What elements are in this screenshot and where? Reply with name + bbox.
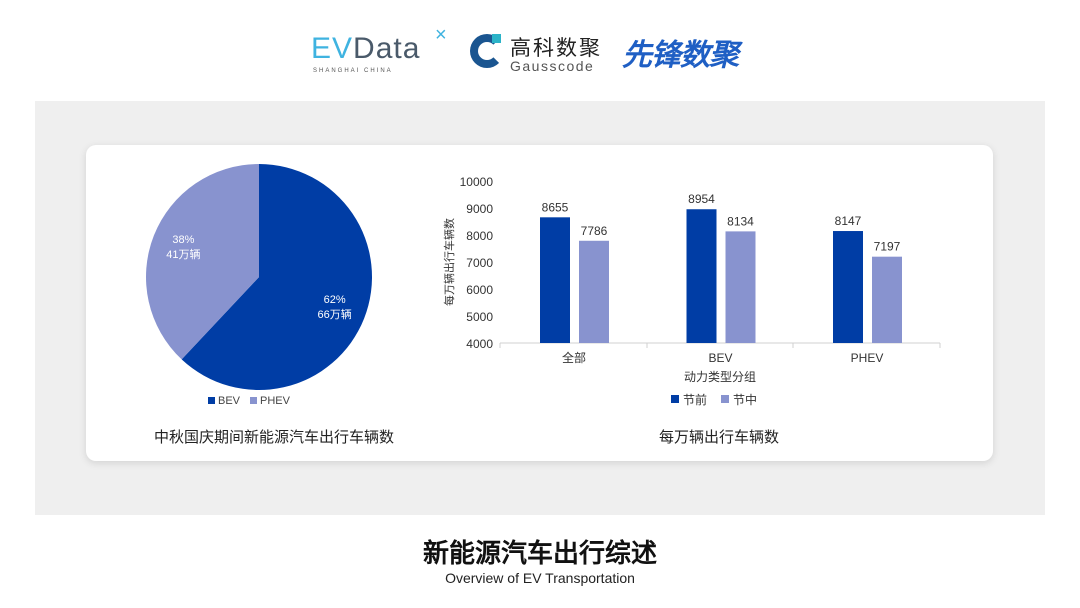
pie-label-percent: 38% [172, 234, 194, 246]
pie-slice-bev [181, 164, 373, 390]
bar-节前 [833, 231, 863, 343]
bar-节中 [725, 231, 756, 343]
pie-label-percent: 62% [324, 294, 346, 306]
legend-label: PHEV [260, 395, 291, 407]
legend-swatch [208, 397, 215, 404]
bar-节前 [686, 209, 717, 343]
bar-data-label: 8655 [542, 200, 569, 214]
y-tick-label: 10000 [460, 175, 494, 189]
legend-label: 节前 [683, 392, 707, 407]
legend-label: 节中 [733, 392, 757, 407]
pie-label-value: 41万辆 [166, 247, 200, 261]
evdata-logo: EVData × SHANGHAI CHINA [311, 24, 448, 74]
legend-swatch [721, 395, 729, 403]
xianfeng-logo: 先锋数聚 [622, 39, 739, 72]
logo-bar: EVData × SHANGHAI CHINA 高科数聚 Gausscode 先锋数聚 [311, 24, 739, 74]
bar-节中 [872, 256, 902, 343]
bar-节中 [579, 240, 609, 343]
pie-slice-phev [146, 164, 259, 360]
page-subtitle: Overview of EV Transportation [445, 570, 635, 586]
x-tick-label: PHEV [851, 351, 884, 365]
bar-data-label: 7197 [874, 240, 901, 254]
x-tick-label: 全部 [562, 350, 586, 365]
pie-chart: 62%66万辆 38%41万辆 BEV PHEV 中秋国庆期间新能源汽车出行车辆数 [146, 164, 394, 446]
y-tick-label: 9000 [466, 202, 493, 216]
legend-label: BEV [218, 395, 241, 407]
y-tick-label: 8000 [466, 229, 493, 243]
legend-swatch [250, 397, 257, 404]
bar-data-label: 8147 [835, 214, 862, 228]
x-tick-label: BEV [708, 351, 732, 365]
bar-title: 每万辆出行车辆数 [659, 429, 779, 446]
y-tick-label: 5000 [466, 310, 493, 324]
x-axis-label: 动力类型分组 [684, 370, 756, 384]
pie-label-value: 66万辆 [318, 307, 352, 321]
y-axis-label: 每万辆出行车辆数 [442, 218, 456, 306]
y-tick-label: 7000 [466, 256, 493, 270]
bar-chart: 4000 5000 6000 7000 8000 9000 10000 全部 8655 7786 B… [442, 175, 941, 446]
bar-data-label: 7786 [581, 224, 608, 238]
y-tick-label: 4000 [466, 337, 493, 351]
y-tick-label: 6000 [466, 283, 493, 297]
bar-节前 [540, 217, 570, 343]
bar-data-label: 8134 [727, 214, 754, 228]
pie-title: 中秋国庆期间新能源汽车出行车辆数 [154, 429, 394, 446]
legend-swatch [671, 395, 679, 403]
page-title: 新能源汽车出行综述 [422, 538, 657, 568]
bar-data-label: 8954 [688, 192, 715, 206]
